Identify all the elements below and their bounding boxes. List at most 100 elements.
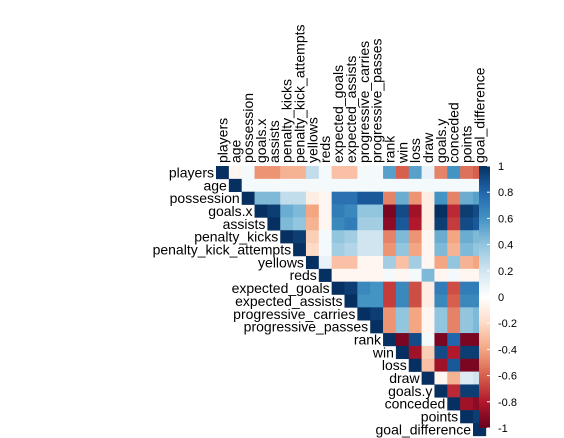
- cell-assists-reds: [318, 217, 332, 231]
- cell-win-conceded: [447, 345, 461, 360]
- cell-yellows-win: [395, 255, 410, 270]
- cell-progressive_carries-points: [460, 307, 474, 321]
- cell-penalty_kick_attempts-yellows: [305, 243, 320, 257]
- cell-age-expected_assists: [344, 178, 358, 192]
- cell-goals.x-conceded: [447, 204, 461, 218]
- column-label-win: win: [394, 142, 410, 164]
- cell-penalty_kick_attempts-loss: [408, 243, 422, 257]
- row-labels: playersagepossessiongoals.xassistspenalt…: [153, 164, 472, 437]
- colorbar-tick-label: -0.8: [498, 397, 517, 409]
- cell-progressive_carries-progressive_passes: [370, 307, 384, 321]
- cell-age-progressive_passes: [370, 178, 384, 192]
- cell-age-points: [460, 178, 474, 192]
- cell-penalty_kicks-expected_assists: [344, 230, 358, 244]
- cell-goals.x-points: [460, 204, 474, 218]
- cell-progressive_carries-draw: [421, 307, 435, 321]
- cell-age-penalty_kick_attempts: [293, 178, 307, 192]
- cell-players-goals.x: [254, 166, 268, 180]
- column-label-progressive_carries: progressive_carries: [356, 41, 372, 163]
- cell-yellows-progressive_passes: [370, 255, 384, 270]
- cell-yellows-expected_assists: [344, 255, 358, 270]
- cell-progressive_carries-conceded: [447, 307, 461, 321]
- cell-rank-win: [395, 333, 410, 347]
- column-label-rank: rank: [381, 135, 397, 163]
- row-label-expected_goals: expected_goals: [232, 280, 330, 296]
- cell-possession-goals.x: [254, 191, 268, 205]
- row-label-players: players: [169, 164, 214, 180]
- cell-expected_assists-loss: [408, 294, 422, 308]
- colorbar-tick-label: -0.4: [498, 344, 517, 356]
- row-label-progressive_passes: progressive_passes: [244, 319, 369, 335]
- column-label-goals.x: goals.x: [253, 119, 269, 163]
- cell-expected_assists-expected_assists: [344, 294, 358, 308]
- cell-rank-draw: [421, 333, 435, 347]
- cell-assists-draw: [421, 217, 435, 231]
- row-label-possession: possession: [170, 190, 240, 206]
- cell-players-points: [460, 166, 474, 180]
- cell-assists-points: [460, 217, 474, 231]
- colorbar-tick-label: 0: [498, 292, 504, 304]
- cell-assists-goals.y: [434, 217, 448, 231]
- cell-penalty_kick_attempts-expected_assists: [344, 243, 358, 257]
- cell-goals.x-rank: [383, 204, 397, 218]
- colorbar-tick-label: -1: [498, 423, 508, 435]
- row-label-draw: draw: [389, 370, 420, 386]
- cell-draw-points: [460, 371, 474, 385]
- row-label-penalty_kick_attempts: penalty_kick_attempts: [153, 242, 292, 258]
- colorbar: 1 0.8 0.6 0.4 0.2 0 -0.2 -0.4 -0.6 -0.8 -1: [479, 161, 517, 435]
- cell-players-conceded: [447, 166, 461, 180]
- row-label-reds: reds: [290, 267, 317, 283]
- cell-expected_assists-goals.y: [434, 294, 448, 308]
- cell-loss-goals.y: [434, 358, 448, 372]
- cell-age-loss: [408, 178, 422, 192]
- cell-age-reds: [318, 178, 332, 192]
- cell-players-progressive_carries: [357, 166, 371, 180]
- cell-progressive_carries-progressive_carries: [357, 307, 371, 321]
- cell-loss-points: [460, 358, 474, 372]
- cell-players-goals.y: [434, 166, 448, 180]
- colorbar-tick-label: 0.2: [498, 266, 513, 278]
- cell-penalty_kick_attempts-goals.y: [434, 243, 448, 257]
- cell-progressive_carries-goals.y: [434, 307, 448, 321]
- column-label-goal_difference: goal_difference: [471, 67, 487, 163]
- cell-yellows-expected_goals: [331, 255, 345, 270]
- cell-reds-rank: [383, 268, 397, 282]
- column-label-loss: loss: [407, 138, 423, 163]
- cell-expected_goals-loss: [408, 281, 422, 295]
- cell-players-penalty_kick_attempts: [293, 166, 307, 180]
- cell-age-goals.y: [434, 178, 448, 192]
- cell-yellows-points: [460, 255, 474, 270]
- cell-penalty_kicks-draw: [421, 230, 435, 244]
- cell-draw-draw: [421, 371, 435, 385]
- cell-players-win: [395, 166, 410, 180]
- row-label-progressive_carries: progressive_carries: [233, 306, 355, 322]
- cell-expected_goals-draw: [421, 281, 435, 295]
- colorbar-tick-label: -0.2: [498, 318, 517, 330]
- row-label-penalty_kicks: penalty_kicks: [194, 229, 278, 245]
- cell-progressive_passes-goals.y: [434, 320, 448, 334]
- column-label-penalty_kicks: penalty_kicks: [279, 79, 295, 163]
- cell-age-expected_goals: [331, 178, 345, 192]
- cell-expected_assists-win: [395, 294, 410, 308]
- cell-possession-expected_assists: [344, 191, 358, 205]
- cell-age-conceded: [447, 178, 461, 192]
- cell-goals.x-goals.x: [254, 204, 268, 218]
- cell-players-progressive_passes: [370, 166, 384, 180]
- cell-possession-penalty_kick_attempts: [293, 191, 307, 205]
- cell-players-penalty_kicks: [280, 166, 294, 180]
- cell-goals.y-conceded: [447, 384, 461, 398]
- cell-players-players: [216, 166, 230, 180]
- cell-reds-loss: [408, 268, 422, 282]
- cell-age-goals.x: [254, 178, 268, 192]
- cell-penalty_kick_attempts-reds: [318, 243, 332, 257]
- cell-possession-progressive_passes: [370, 191, 384, 205]
- cell-assists-penalty_kicks: [280, 217, 294, 231]
- cell-expected_goals-win: [395, 281, 410, 295]
- cell-goals.x-draw: [421, 204, 435, 218]
- column-label-assists: assists: [266, 120, 282, 163]
- row-label-win: win: [372, 344, 394, 360]
- cell-loss-loss: [408, 358, 422, 372]
- cell-goals.x-penalty_kick_attempts: [293, 204, 307, 218]
- cell-yellows-rank: [383, 255, 397, 270]
- cell-rank-conceded: [447, 333, 461, 347]
